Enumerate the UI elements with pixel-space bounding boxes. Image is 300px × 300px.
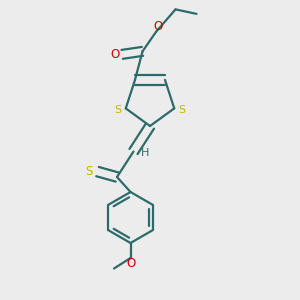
Text: S: S: [85, 165, 93, 178]
Text: O: O: [126, 257, 135, 270]
Text: S: S: [178, 105, 185, 115]
Text: S: S: [115, 105, 122, 115]
Text: H: H: [141, 148, 149, 158]
Text: O: O: [153, 20, 162, 33]
Text: O: O: [110, 48, 119, 61]
